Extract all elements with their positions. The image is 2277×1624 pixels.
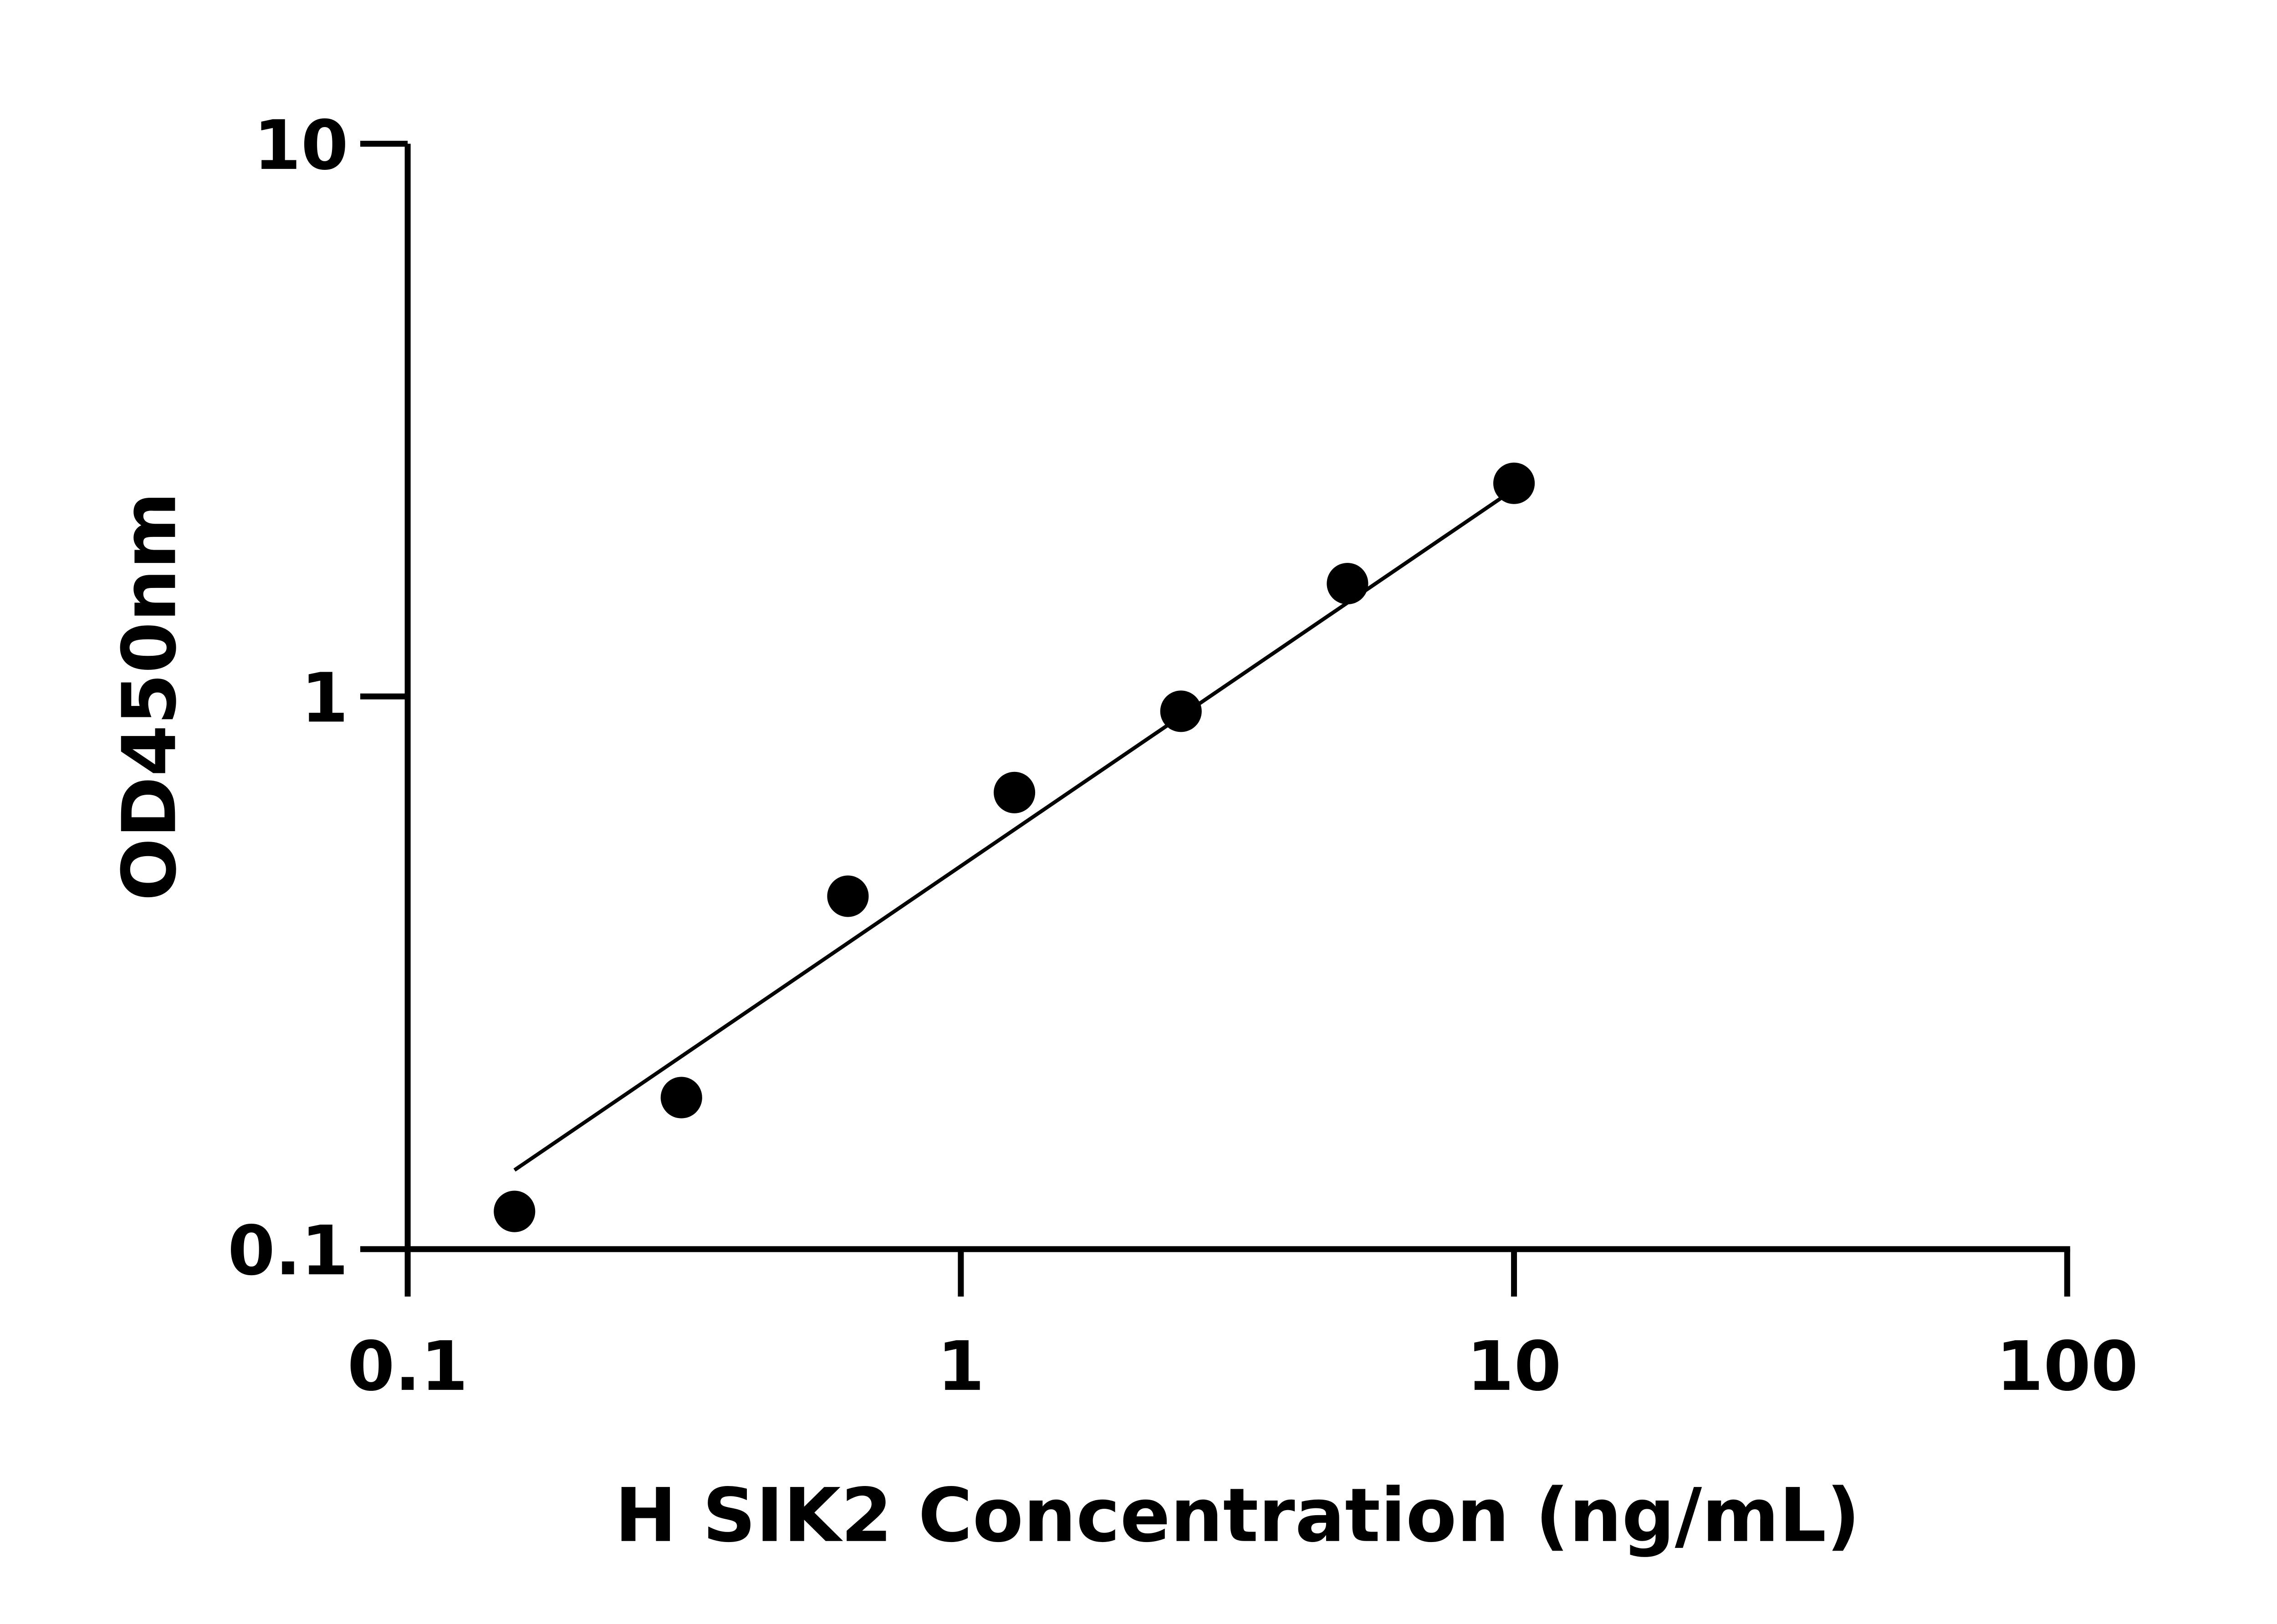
x-axis-label: H SIK2 Concentration (ng/mL): [615, 1473, 1860, 1559]
data-point: [1493, 462, 1535, 504]
ticks: 0.1 1 10 100 0.1 1 10: [228, 106, 2139, 1406]
data-point: [1327, 562, 1368, 605]
x-tick-label: 1: [937, 1327, 985, 1406]
x-tick-label: 10: [1466, 1327, 1561, 1406]
marks: [494, 462, 1535, 1232]
x-tick-label: 0.1: [347, 1327, 468, 1406]
y-tick-label: 10: [254, 106, 348, 185]
x-tick-label: 100: [1996, 1327, 2138, 1406]
data-point: [994, 771, 1036, 813]
axes: [404, 143, 2070, 1252]
y-tick-label: 1: [301, 659, 348, 738]
data-point: [494, 1190, 536, 1232]
y-tick-label: 0.1: [228, 1211, 348, 1291]
data-point: [660, 1077, 702, 1118]
y-axis-label: OD450nm: [107, 492, 193, 901]
data-point: [1160, 690, 1202, 732]
data-point: [827, 875, 869, 917]
